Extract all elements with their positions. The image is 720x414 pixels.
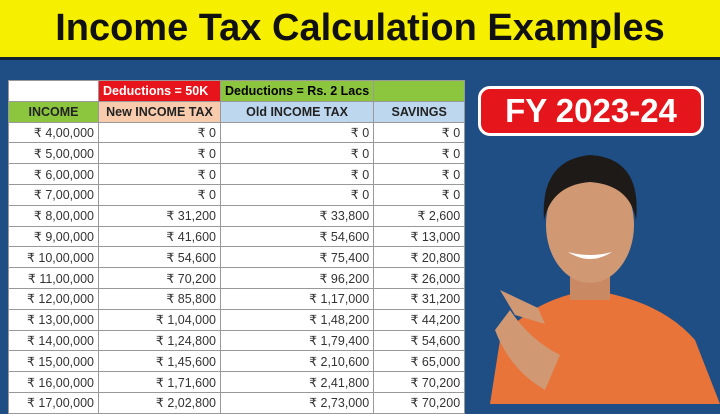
- table-row: ₹ 13,00,000 ₹ 1,04,000 ₹ 1,48,200 ₹ 44,200: [8, 308, 466, 331]
- old-tax-cell: ₹ 0: [219, 163, 375, 185]
- table-row: ₹ 8,00,000 ₹ 31,200 ₹ 33,800 ₹ 2,600: [8, 204, 466, 227]
- new-tax-cell: ₹ 0: [98, 121, 221, 144]
- old-tax-cell: ₹ 54,600: [219, 225, 375, 248]
- old-tax-cell: ₹ 96,200: [219, 267, 375, 289]
- savings-cell: ₹ 54,600: [373, 329, 466, 352]
- new-tax-cell: ₹ 1,45,600: [98, 350, 221, 373]
- table-row: ₹ 5,00,000 ₹ 0 ₹ 0 ₹ 0: [8, 142, 466, 165]
- savings-cell: ₹ 0: [373, 183, 466, 206]
- header-old-tax: Old INCOME TAX: [219, 100, 375, 123]
- income-cell: ₹ 16,00,000: [8, 371, 99, 393]
- header-new-tax: New INCOME TAX: [98, 100, 221, 123]
- old-tax-cell: ₹ 0: [219, 183, 375, 206]
- old-tax-cell: ₹ 1,79,400: [219, 329, 375, 352]
- table-row: ₹ 11,00,000 ₹ 70,200 ₹ 96,200 ₹ 26,000: [8, 267, 466, 289]
- thumbnail-title: Income Tax Calculation Examples: [0, 0, 720, 60]
- group-header-old: Deductions = Rs. 2 Lacs: [219, 80, 375, 102]
- income-cell: ₹ 7,00,000: [8, 183, 99, 206]
- old-tax-cell: ₹ 2,41,800: [219, 371, 375, 393]
- new-tax-cell: ₹ 54,600: [98, 246, 221, 269]
- header-savings: SAVINGS: [373, 100, 466, 123]
- income-cell: ₹ 15,00,000: [8, 350, 99, 373]
- table-row: ₹ 9,00,000 ₹ 41,600 ₹ 54,600 ₹ 13,000: [8, 225, 466, 248]
- table-row: ₹ 14,00,000 ₹ 1,24,800 ₹ 1,79,400 ₹ 54,600: [8, 329, 466, 352]
- new-tax-cell: ₹ 70,200: [98, 267, 221, 289]
- old-tax-cell: ₹ 0: [219, 142, 375, 165]
- savings-cell: ₹ 13,000: [373, 225, 466, 248]
- new-tax-cell: ₹ 2,02,800: [98, 391, 221, 414]
- new-tax-cell: ₹ 1,04,000: [98, 308, 221, 331]
- header-income: INCOME: [8, 100, 99, 123]
- table-row: ₹ 16,00,000 ₹ 1,71,600 ₹ 2,41,800 ₹ 70,200: [8, 371, 466, 393]
- old-tax-cell: ₹ 2,10,600: [219, 350, 375, 373]
- savings-cell: ₹ 70,200: [373, 391, 466, 414]
- group-header-savings: [373, 80, 466, 102]
- table-row: ₹ 17,00,000 ₹ 2,02,800 ₹ 2,73,000 ₹ 70,200: [8, 391, 466, 414]
- income-cell: ₹ 17,00,000: [8, 391, 99, 414]
- old-tax-cell: ₹ 75,400: [219, 246, 375, 269]
- presenter-photo: [490, 155, 720, 404]
- income-cell: ₹ 14,00,000: [8, 329, 99, 352]
- group-header-row: Deductions = 50K Deductions = Rs. 2 Lacs: [8, 80, 466, 102]
- group-header-new: Deductions = 50K: [98, 80, 221, 102]
- table-row: ₹ 12,00,000 ₹ 85,800 ₹ 1,17,000 ₹ 31,200: [8, 287, 466, 310]
- old-tax-cell: ₹ 33,800: [219, 204, 375, 227]
- table-row: ₹ 6,00,000 ₹ 0 ₹ 0 ₹ 0: [8, 163, 466, 185]
- old-tax-cell: ₹ 1,48,200: [219, 308, 375, 331]
- new-tax-cell: ₹ 0: [98, 142, 221, 165]
- savings-cell: ₹ 0: [373, 121, 466, 144]
- table-row: ₹ 15,00,000 ₹ 1,45,600 ₹ 2,10,600 ₹ 65,000: [8, 350, 466, 373]
- income-cell: ₹ 5,00,000: [8, 142, 99, 165]
- income-cell: ₹ 11,00,000: [8, 267, 99, 289]
- new-tax-cell: ₹ 85,800: [98, 287, 221, 310]
- old-tax-cell: ₹ 2,73,000: [219, 391, 375, 414]
- new-tax-cell: ₹ 41,600: [98, 225, 221, 248]
- savings-cell: ₹ 31,200: [373, 287, 466, 310]
- savings-cell: ₹ 2,600: [373, 204, 466, 227]
- new-tax-cell: ₹ 1,24,800: [98, 329, 221, 352]
- savings-cell: ₹ 44,200: [373, 308, 466, 331]
- income-cell: ₹ 12,00,000: [8, 287, 99, 310]
- income-cell: ₹ 4,00,000: [8, 121, 99, 144]
- fy-badge: FY 2023-24: [478, 86, 704, 136]
- savings-cell: ₹ 20,800: [373, 246, 466, 269]
- group-header-blank: [8, 80, 99, 102]
- new-tax-cell: ₹ 31,200: [98, 204, 221, 227]
- old-tax-cell: ₹ 1,17,000: [219, 287, 375, 310]
- income-cell: ₹ 13,00,000: [8, 308, 99, 331]
- tax-table: Deductions = 50K Deductions = Rs. 2 Lacs…: [8, 80, 466, 414]
- table-row: ₹ 4,00,000 ₹ 0 ₹ 0 ₹ 0: [8, 121, 466, 144]
- table-row: ₹ 7,00,000 ₹ 0 ₹ 0 ₹ 0: [8, 183, 466, 206]
- savings-cell: ₹ 26,000: [373, 267, 466, 289]
- table-row: ₹ 10,00,000 ₹ 54,600 ₹ 75,400 ₹ 20,800: [8, 246, 466, 269]
- savings-cell: ₹ 70,200: [373, 371, 466, 393]
- income-cell: ₹ 8,00,000: [8, 204, 99, 227]
- income-cell: ₹ 10,00,000: [8, 246, 99, 269]
- savings-cell: ₹ 0: [373, 142, 466, 165]
- new-tax-cell: ₹ 1,71,600: [98, 371, 221, 393]
- savings-cell: ₹ 0: [373, 163, 466, 185]
- income-cell: ₹ 9,00,000: [8, 225, 99, 248]
- new-tax-cell: ₹ 0: [98, 163, 221, 185]
- savings-cell: ₹ 65,000: [373, 350, 466, 373]
- income-cell: ₹ 6,00,000: [8, 163, 99, 185]
- header-row: INCOME New INCOME TAX Old INCOME TAX SAV…: [8, 100, 466, 123]
- old-tax-cell: ₹ 0: [219, 121, 375, 144]
- new-tax-cell: ₹ 0: [98, 183, 221, 206]
